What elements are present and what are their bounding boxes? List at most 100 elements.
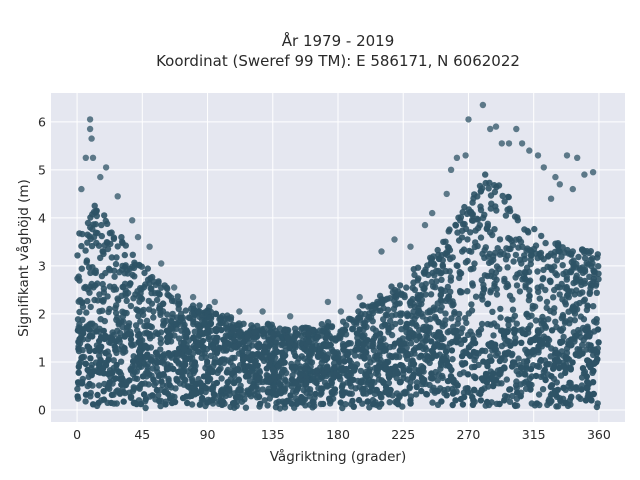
data-point (504, 280, 511, 288)
data-point (517, 238, 525, 246)
data-point (469, 282, 476, 289)
data-point (503, 376, 510, 383)
data-point (548, 327, 556, 334)
data-point (464, 288, 471, 295)
data-point (273, 339, 280, 346)
data-point (82, 398, 89, 405)
data-point (443, 392, 450, 399)
data-point (229, 400, 237, 407)
x-tick-label: 0 (73, 427, 81, 442)
data-point (331, 364, 338, 371)
data-point (410, 360, 418, 368)
data-point (539, 340, 546, 347)
data-point (255, 344, 263, 351)
data-point (219, 386, 226, 393)
data-point (512, 236, 520, 243)
data-point (573, 260, 580, 268)
data-point (88, 280, 95, 288)
data-point (587, 342, 594, 349)
data-point (595, 263, 602, 270)
data-point (392, 311, 400, 318)
data-point (464, 236, 471, 243)
data-point (521, 371, 528, 378)
data-point (106, 267, 114, 274)
data-point (456, 287, 464, 295)
y-tick-label: 2 (38, 306, 46, 321)
data-point (536, 295, 543, 302)
data-point (249, 342, 256, 349)
data-point (439, 344, 447, 351)
data-point (127, 393, 135, 401)
data-point (346, 390, 353, 397)
data-point (204, 374, 211, 381)
data-point (114, 243, 121, 250)
data-point (78, 265, 86, 272)
data-point (434, 246, 441, 254)
data-point (359, 302, 366, 309)
data-point (324, 365, 331, 373)
data-point (308, 344, 315, 351)
data-point (513, 125, 520, 133)
data-point (408, 329, 415, 336)
data-point (240, 338, 247, 346)
data-point (303, 324, 310, 332)
data-point (260, 347, 268, 355)
data-point (226, 387, 233, 394)
data-point (511, 312, 519, 319)
data-point (153, 386, 161, 394)
data-point (398, 310, 406, 317)
data-point (542, 335, 549, 342)
data-point (439, 355, 446, 363)
data-point (508, 363, 516, 370)
data-point (593, 403, 601, 411)
data-point (304, 358, 311, 365)
data-point (449, 390, 457, 397)
data-point (357, 367, 365, 375)
data-point (100, 248, 107, 255)
x-tick-label: 90 (200, 427, 216, 442)
data-point (204, 358, 211, 365)
data-point (469, 212, 476, 219)
data-point (416, 332, 423, 340)
data-point (464, 371, 472, 378)
data-point (410, 371, 417, 378)
data-point (91, 202, 98, 209)
data-point (132, 322, 140, 329)
data-point (264, 402, 271, 409)
data-point (590, 303, 597, 310)
data-point (496, 236, 504, 243)
data-point (270, 373, 277, 380)
data-point (579, 350, 586, 357)
data-point (184, 399, 191, 407)
data-point (93, 207, 100, 214)
data-point (235, 320, 243, 327)
data-point (294, 359, 301, 366)
data-point (294, 386, 301, 393)
data-point (506, 386, 513, 393)
data-point (154, 330, 161, 338)
data-point (501, 365, 508, 372)
data-point (440, 386, 448, 394)
data-point (324, 298, 332, 306)
data-point (563, 292, 571, 299)
data-point (191, 367, 198, 374)
data-point (150, 308, 157, 315)
data-point (404, 350, 411, 358)
data-point (89, 154, 97, 161)
data-point (438, 398, 445, 405)
data-point (519, 276, 526, 283)
data-point (153, 359, 161, 366)
data-point (170, 365, 177, 373)
data-point (527, 338, 534, 346)
data-point (425, 271, 432, 279)
data-point (400, 367, 407, 374)
data-point (128, 342, 136, 349)
data-point (518, 140, 526, 147)
data-point (534, 268, 541, 275)
data-point (281, 404, 289, 411)
data-point (525, 313, 532, 320)
data-point (525, 229, 532, 236)
data-point (503, 245, 510, 252)
data-point (438, 361, 445, 369)
